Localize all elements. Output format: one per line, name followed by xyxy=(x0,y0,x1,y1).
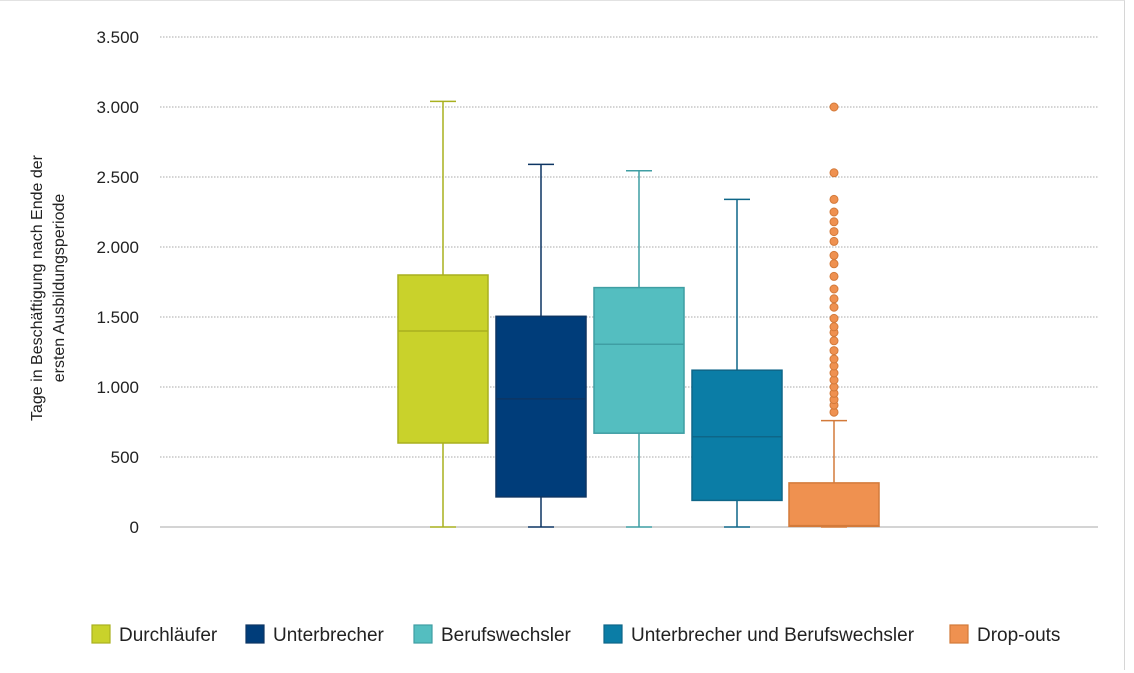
box-iqr xyxy=(397,274,489,444)
y-tick-label: 2.500 xyxy=(96,168,139,187)
box-iqr xyxy=(593,286,685,434)
y-axis-label: Tage in Beschäftigung nach Ende der erst… xyxy=(29,154,68,421)
outlier-point xyxy=(829,227,839,237)
box-iqr xyxy=(495,315,587,498)
box-series xyxy=(397,100,880,528)
y-tick-label: 3.000 xyxy=(96,98,139,117)
y-tick-label: 0 xyxy=(130,518,139,537)
outlier-point xyxy=(829,102,839,112)
legend-swatch xyxy=(413,624,433,644)
y-tick-label: 2.000 xyxy=(96,238,139,257)
outlier-point xyxy=(829,336,839,346)
outlier-point xyxy=(829,346,839,356)
y-tick-label: 1.500 xyxy=(96,308,139,327)
box-berufswechsler xyxy=(593,169,685,528)
box-unterbrecher xyxy=(495,163,587,528)
outlier-point xyxy=(829,302,839,312)
outlier-point xyxy=(829,194,839,204)
legend-label: Drop-outs xyxy=(977,625,1060,646)
outlier-point xyxy=(829,168,839,178)
y-axis-label-line-1: Tage in Beschäftigung nach Ende der xyxy=(29,154,46,421)
outlier-point xyxy=(829,217,839,227)
outlier-point xyxy=(829,322,839,332)
legend-swatch xyxy=(603,624,623,644)
outlier-point xyxy=(829,236,839,246)
outlier-point xyxy=(829,313,839,323)
outlier-point xyxy=(829,250,839,260)
legend-swatch xyxy=(245,624,265,644)
legend-label: Durchläufer xyxy=(119,625,218,646)
grid-lines xyxy=(160,36,1098,528)
outlier-point xyxy=(829,207,839,217)
legend: Durchläufer Unterbrecher Berufswechsler Unt… xyxy=(91,624,1060,646)
outlier-point xyxy=(829,271,839,281)
box-iqr xyxy=(788,482,880,528)
y-tick-label: 1.000 xyxy=(96,378,139,397)
legend-label: Berufswechsler xyxy=(441,625,572,646)
box-iqr xyxy=(691,369,783,502)
box-durchl-ufer xyxy=(397,100,489,528)
box-drop-outs xyxy=(788,102,880,528)
box-unterbrecher-und-berufswechsler xyxy=(691,198,783,528)
legend-label: Unterbrecher und Berufswechsler xyxy=(631,625,915,646)
y-axis-ticks: 0 500 1.000 1.500 2.000 2.500 3.000 3.500 xyxy=(96,28,139,537)
y-axis-label-line-2: ersten Ausbildungsperiode xyxy=(51,194,68,383)
outlier-point xyxy=(829,294,839,304)
legend-swatch xyxy=(949,624,969,644)
outlier-point xyxy=(829,284,839,294)
outlier-point xyxy=(829,354,839,364)
outlier-point xyxy=(829,259,839,269)
y-tick-label: 500 xyxy=(111,448,139,467)
legend-label: Unterbrecher xyxy=(273,625,385,646)
y-tick-label: 3.500 xyxy=(96,28,139,47)
legend-swatch xyxy=(91,624,111,644)
